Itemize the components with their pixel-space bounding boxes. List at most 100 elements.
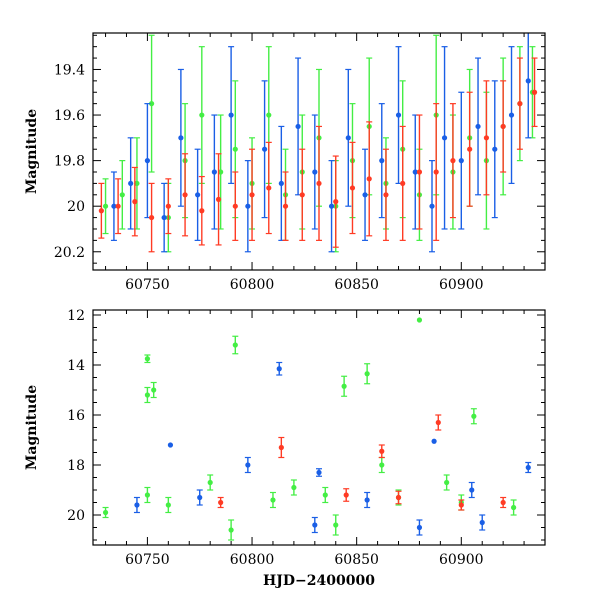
data-point [364, 497, 370, 503]
data-point [199, 208, 205, 214]
data-point [218, 169, 224, 175]
data-point [458, 502, 464, 508]
data-point [441, 135, 448, 141]
data-point [144, 356, 151, 362]
data-point [278, 444, 284, 451]
data-point [144, 392, 151, 398]
data-point [295, 123, 301, 130]
data-point [395, 494, 402, 501]
data-point [266, 112, 272, 118]
plot-frame [92, 309, 546, 546]
data-point [328, 203, 335, 209]
data-point [144, 158, 151, 164]
data-point [151, 387, 157, 393]
data-point [525, 78, 531, 84]
data-point [134, 502, 140, 508]
data-point [322, 492, 328, 498]
data-point [249, 192, 255, 198]
data-point [102, 509, 109, 516]
data-point [379, 448, 385, 454]
data-point [144, 492, 151, 498]
data-point [429, 203, 435, 209]
x-axis-title: HJD−2400000 [263, 573, 375, 589]
data-point [508, 112, 515, 118]
data-point [228, 527, 234, 533]
data-point [366, 176, 372, 182]
x-tick-label: 60800 [230, 552, 275, 568]
x-tick-label: 60900 [439, 552, 484, 568]
data-point [349, 185, 356, 191]
data-point [379, 158, 385, 164]
data-point [479, 519, 485, 526]
data-point [278, 180, 284, 187]
x-tick-label: 60900 [439, 277, 484, 293]
data-point [444, 479, 450, 486]
data-point [435, 419, 441, 426]
data-point [232, 146, 238, 152]
data-point [362, 192, 368, 198]
data-point [316, 180, 322, 187]
data-point [431, 438, 437, 444]
data-point [312, 169, 318, 175]
data-point [333, 522, 339, 528]
y-tick-label: 20 [67, 199, 85, 215]
data-point [245, 462, 251, 468]
data-point [228, 112, 234, 118]
data-point [433, 169, 439, 175]
data-point [345, 135, 351, 141]
data-point [211, 169, 217, 175]
data-point [416, 169, 423, 175]
y-tick-label: 16 [67, 408, 85, 424]
data-point [379, 462, 385, 468]
data-point [282, 203, 289, 209]
data-point [115, 203, 121, 209]
data-point [500, 499, 506, 506]
y-tick-label: 19.8 [54, 154, 85, 170]
y-tick-label: 20 [67, 508, 85, 524]
data-point [215, 196, 222, 202]
data-point [266, 185, 272, 191]
data-point [261, 146, 268, 152]
data-point [416, 524, 423, 531]
y-tick-label: 18 [67, 458, 85, 474]
data-point [492, 146, 498, 152]
data-point [469, 487, 475, 493]
data-point [218, 499, 224, 506]
data-point [148, 101, 155, 107]
data-point [467, 146, 473, 152]
data-point [178, 135, 184, 141]
x-tick-label: 60750 [125, 552, 170, 568]
series-1 [133, 361, 532, 536]
data-point [291, 484, 297, 491]
data-point [195, 192, 201, 198]
y-tick-label: 12 [67, 308, 85, 324]
data-point [197, 494, 203, 501]
y-tick-label: 20.2 [54, 245, 85, 261]
bottom-panel: 60750 60800 60850 60900 12 14 16 18 20 Magnitude H… [24, 308, 546, 589]
data-point [119, 192, 125, 198]
x-tick-label: 60850 [334, 277, 379, 293]
data-point [132, 199, 138, 205]
data-point [383, 192, 389, 198]
data-point [316, 469, 322, 476]
data-point [517, 101, 523, 107]
data-point [128, 180, 134, 187]
x-tick-label: 60850 [334, 552, 379, 568]
data-point [207, 479, 213, 486]
data-point [364, 371, 370, 377]
y-tick-label: 19.6 [54, 108, 85, 124]
data-point [400, 180, 406, 187]
x-tick-label: 60750 [125, 277, 170, 293]
data-point [500, 123, 506, 130]
y-axis-title: Magnitude [24, 109, 40, 194]
data-point [525, 464, 531, 471]
data-point [483, 135, 490, 141]
data-point [148, 214, 155, 221]
data-point [111, 203, 117, 209]
data-point [458, 158, 464, 164]
top-panel: 60750 60800 60850 60900 19.4 19.6 19.8 20 20.2 Ma… [24, 32, 546, 293]
data-point [199, 112, 205, 118]
data-point [511, 504, 517, 511]
series-0 [102, 317, 517, 541]
